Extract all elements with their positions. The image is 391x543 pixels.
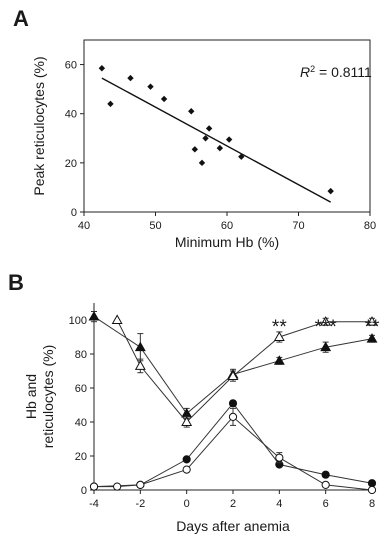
data-point-filled-triangle bbox=[273, 355, 285, 365]
data-point-filled-circle bbox=[321, 470, 330, 479]
y-tick-label: 40 bbox=[65, 109, 77, 121]
x-tick-label: 6 bbox=[323, 498, 329, 510]
data-point-filled-triangle bbox=[366, 333, 378, 343]
data-point-open-triangle bbox=[320, 316, 332, 326]
y-axis-title-line-2: reticulocytes (%) bbox=[40, 345, 56, 448]
x-tick-label: 80 bbox=[364, 220, 376, 232]
data-point-open-circle bbox=[182, 465, 191, 474]
scatter-point bbox=[107, 100, 114, 108]
y-tick-label: 100 bbox=[69, 315, 87, 327]
scatter-point bbox=[147, 83, 154, 90]
y-tick-label: 60 bbox=[75, 383, 87, 395]
data-point-filled-circle bbox=[228, 399, 238, 408]
x-tick-label: 40 bbox=[78, 220, 90, 232]
y-tick-label: 0 bbox=[71, 207, 77, 219]
significance-marker: ** bbox=[272, 317, 287, 338]
r-superscript: 2 bbox=[310, 64, 315, 74]
data-point-open-triangle bbox=[111, 314, 123, 324]
data-point-filled-triangle bbox=[134, 341, 146, 352]
data-point-filled-circle bbox=[367, 479, 377, 488]
data-point-open-triangle bbox=[273, 331, 285, 341]
data-point-open-circle bbox=[275, 453, 284, 462]
x-tick-label: 70 bbox=[292, 220, 304, 232]
scatter-point bbox=[98, 65, 106, 72]
x-tick-label: 50 bbox=[149, 220, 161, 232]
data-point-open-triangle bbox=[134, 360, 146, 370]
x-tick-label: -4 bbox=[89, 498, 99, 510]
data-point-filled-triangle bbox=[320, 341, 332, 352]
y-tick-label: 20 bbox=[65, 158, 77, 170]
scatter-point bbox=[327, 187, 334, 195]
data-point-filled-triangle bbox=[181, 407, 193, 418]
data-point-open-circle bbox=[136, 480, 145, 489]
data-point-open-triangle bbox=[366, 316, 378, 326]
significance-marker: ** bbox=[365, 317, 380, 338]
data-point-open-circle bbox=[113, 482, 122, 491]
data-point-open-circle bbox=[89, 482, 99, 491]
series-open-circle-line bbox=[94, 416, 373, 491]
y-axis-title: Peak reticulocytes (%) bbox=[31, 56, 47, 195]
y-tick-label: 60 bbox=[65, 60, 77, 72]
r-squared-value: = 0.8111 bbox=[315, 64, 372, 80]
data-point-open-triangle bbox=[227, 370, 239, 381]
x-tick-label: 8 bbox=[369, 498, 375, 510]
y-tick-label: 0 bbox=[81, 485, 87, 497]
data-point-open-triangle bbox=[181, 416, 193, 426]
y-tick-label: 80 bbox=[75, 349, 87, 361]
x-tick-label: 4 bbox=[276, 498, 282, 510]
x-tick-label: 60 bbox=[221, 220, 233, 232]
scatter-point bbox=[205, 125, 213, 132]
x-tick-label: 2 bbox=[230, 498, 236, 510]
data-point-open-circle bbox=[367, 485, 377, 495]
scatter-point bbox=[198, 159, 206, 167]
scatter-point bbox=[225, 136, 233, 143]
x-axis-title: Days after anemia bbox=[176, 518, 290, 534]
significance-marker: *** bbox=[315, 317, 338, 338]
panel-a-letter: A bbox=[13, 6, 29, 31]
scatter-point bbox=[160, 95, 168, 103]
x-axis-title: Minimum Hb (%) bbox=[175, 234, 279, 250]
data-point-open-circle bbox=[228, 412, 238, 421]
scatter-point bbox=[216, 144, 224, 152]
scatter-point bbox=[127, 74, 134, 82]
scatter-point bbox=[191, 146, 199, 153]
y-axis-title-line-1: Hb and bbox=[23, 374, 39, 419]
data-point-open-circle bbox=[321, 480, 330, 489]
y-tick-label: 40 bbox=[75, 417, 87, 429]
scatter-point bbox=[238, 153, 245, 160]
panel-a-chart: 40 50 60 70 80 0 20 40 60 Minimum Hb (%) Peak reti… bbox=[31, 39, 376, 250]
r-symbol: R bbox=[300, 64, 310, 80]
scatter-point bbox=[202, 135, 209, 142]
data-point-filled-triangle bbox=[88, 310, 100, 321]
r-squared-annotation: R2 = 0.8111 bbox=[300, 64, 372, 80]
y-tick-label: 20 bbox=[75, 451, 87, 463]
scatter-point bbox=[188, 108, 195, 115]
data-point-filled-circle bbox=[182, 455, 191, 464]
x-tick-label: 0 bbox=[184, 498, 190, 510]
x-tick-label: -2 bbox=[135, 498, 145, 510]
regression-line bbox=[101, 77, 332, 203]
panel-b-letter: B bbox=[8, 270, 24, 295]
